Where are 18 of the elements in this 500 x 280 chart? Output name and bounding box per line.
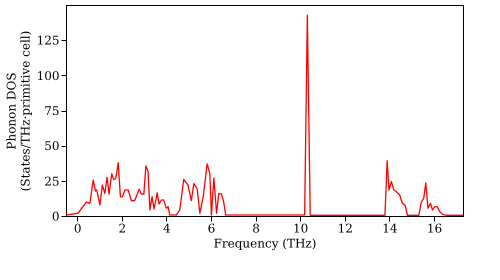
y-tick-label: 125 xyxy=(36,34,60,48)
y-axis-title: Phonon DOS (States/THz·primitive cell) xyxy=(4,30,33,192)
y-tick-label: 75 xyxy=(44,104,60,118)
x-tick-label: 8 xyxy=(252,222,260,236)
x-tick-label: 0 xyxy=(74,222,82,236)
x-tick-label: 10 xyxy=(293,222,308,236)
x-tick-label: 14 xyxy=(382,222,398,236)
x-tick-label: 4 xyxy=(163,222,172,236)
x-tick-label: 16 xyxy=(426,222,442,236)
x-tick-label: 2 xyxy=(118,222,126,236)
x-axis-title: Frequency (THz) xyxy=(214,236,316,250)
y-tick-label: 25 xyxy=(44,174,60,188)
x-tick-label: 12 xyxy=(338,222,353,236)
y-tick-label: 50 xyxy=(44,139,60,154)
y-tick-label: 100 xyxy=(36,68,60,83)
line-series xyxy=(66,14,464,216)
y-tick-label: 0 xyxy=(52,210,60,224)
x-tick-label: 6 xyxy=(208,222,216,236)
